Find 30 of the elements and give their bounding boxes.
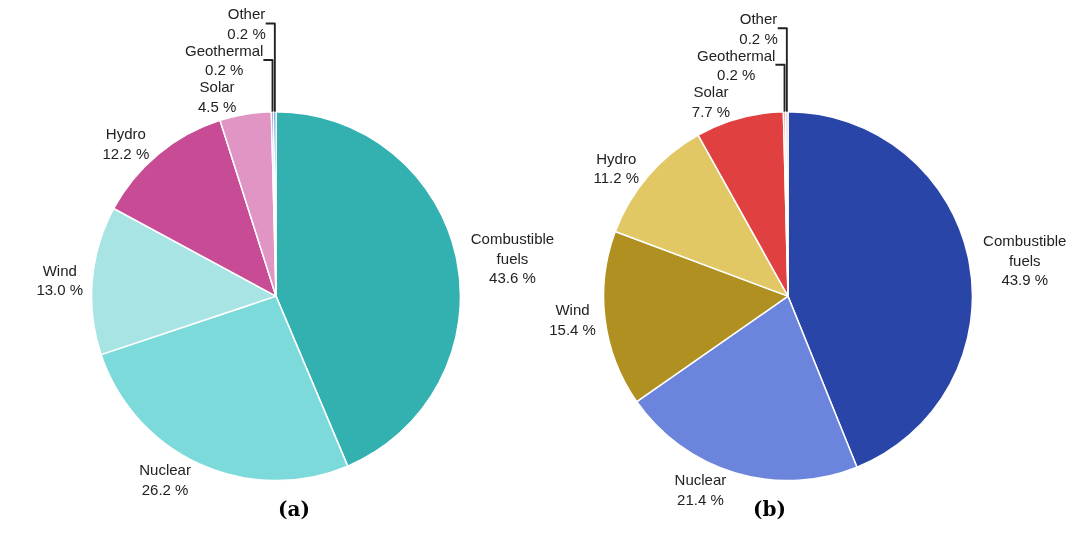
text: (b) (753, 497, 786, 521)
data-label: 13.0 % (36, 281, 84, 299)
data-label: 12.2 % (102, 144, 150, 162)
slice-label: Nuclear (139, 461, 191, 479)
data-label: 15.4 % (549, 320, 596, 338)
text: (a) (278, 497, 310, 521)
data-label: 4.5 % (197, 97, 237, 115)
slice-label: Hydro (105, 125, 146, 143)
slice-label: Geothermal (185, 41, 264, 59)
data-label: 21.4 % (677, 490, 724, 508)
data-label: 0.2 % (227, 24, 266, 42)
data-label: 26.2 % (141, 480, 189, 498)
slice-label: Solar (693, 83, 729, 101)
slice-label: Solar (199, 78, 235, 96)
data-label: 43.6 % (489, 269, 536, 287)
slice-label: Hydro (596, 149, 637, 167)
data-label: 0.2 % (739, 29, 778, 47)
slice-label: Combustible fuels (983, 232, 1067, 269)
slice-label: Wind (555, 301, 590, 319)
slice-label: Other (739, 10, 778, 28)
slice-label: Other (227, 5, 266, 23)
data-label: 0.2 % (205, 61, 244, 79)
slice-label: Nuclear (674, 471, 727, 489)
data-label: 11.2 % (593, 169, 639, 187)
data-label: 0.2 % (717, 66, 756, 84)
data-label: 43.9 % (1001, 271, 1049, 289)
slice-label: Wind (42, 261, 77, 279)
slice-label: Geothermal (697, 46, 776, 64)
data-label: 7.7 % (691, 102, 731, 120)
slice-label: Combustible fuels (470, 230, 555, 267)
